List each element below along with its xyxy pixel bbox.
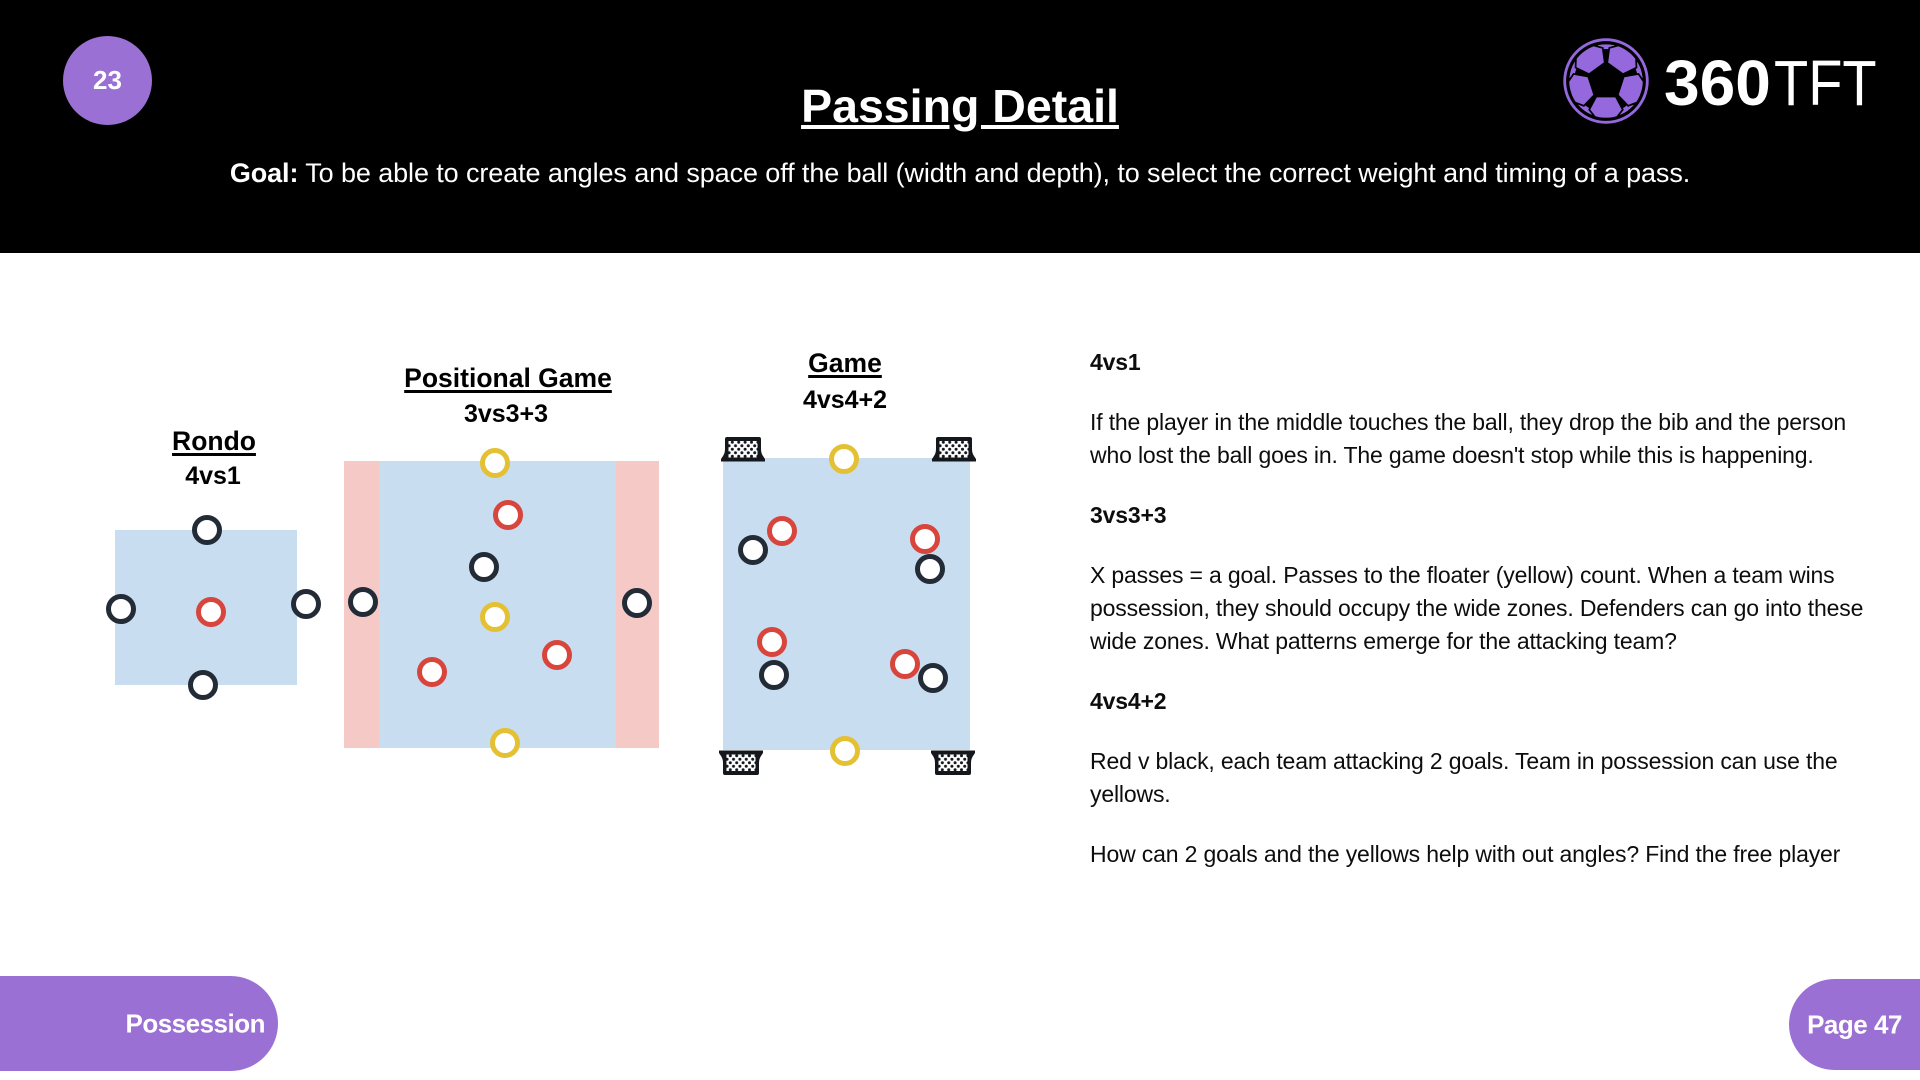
svg-text:360: 360: [1664, 47, 1771, 119]
svg-text:TFT: TFT: [1774, 48, 1877, 119]
